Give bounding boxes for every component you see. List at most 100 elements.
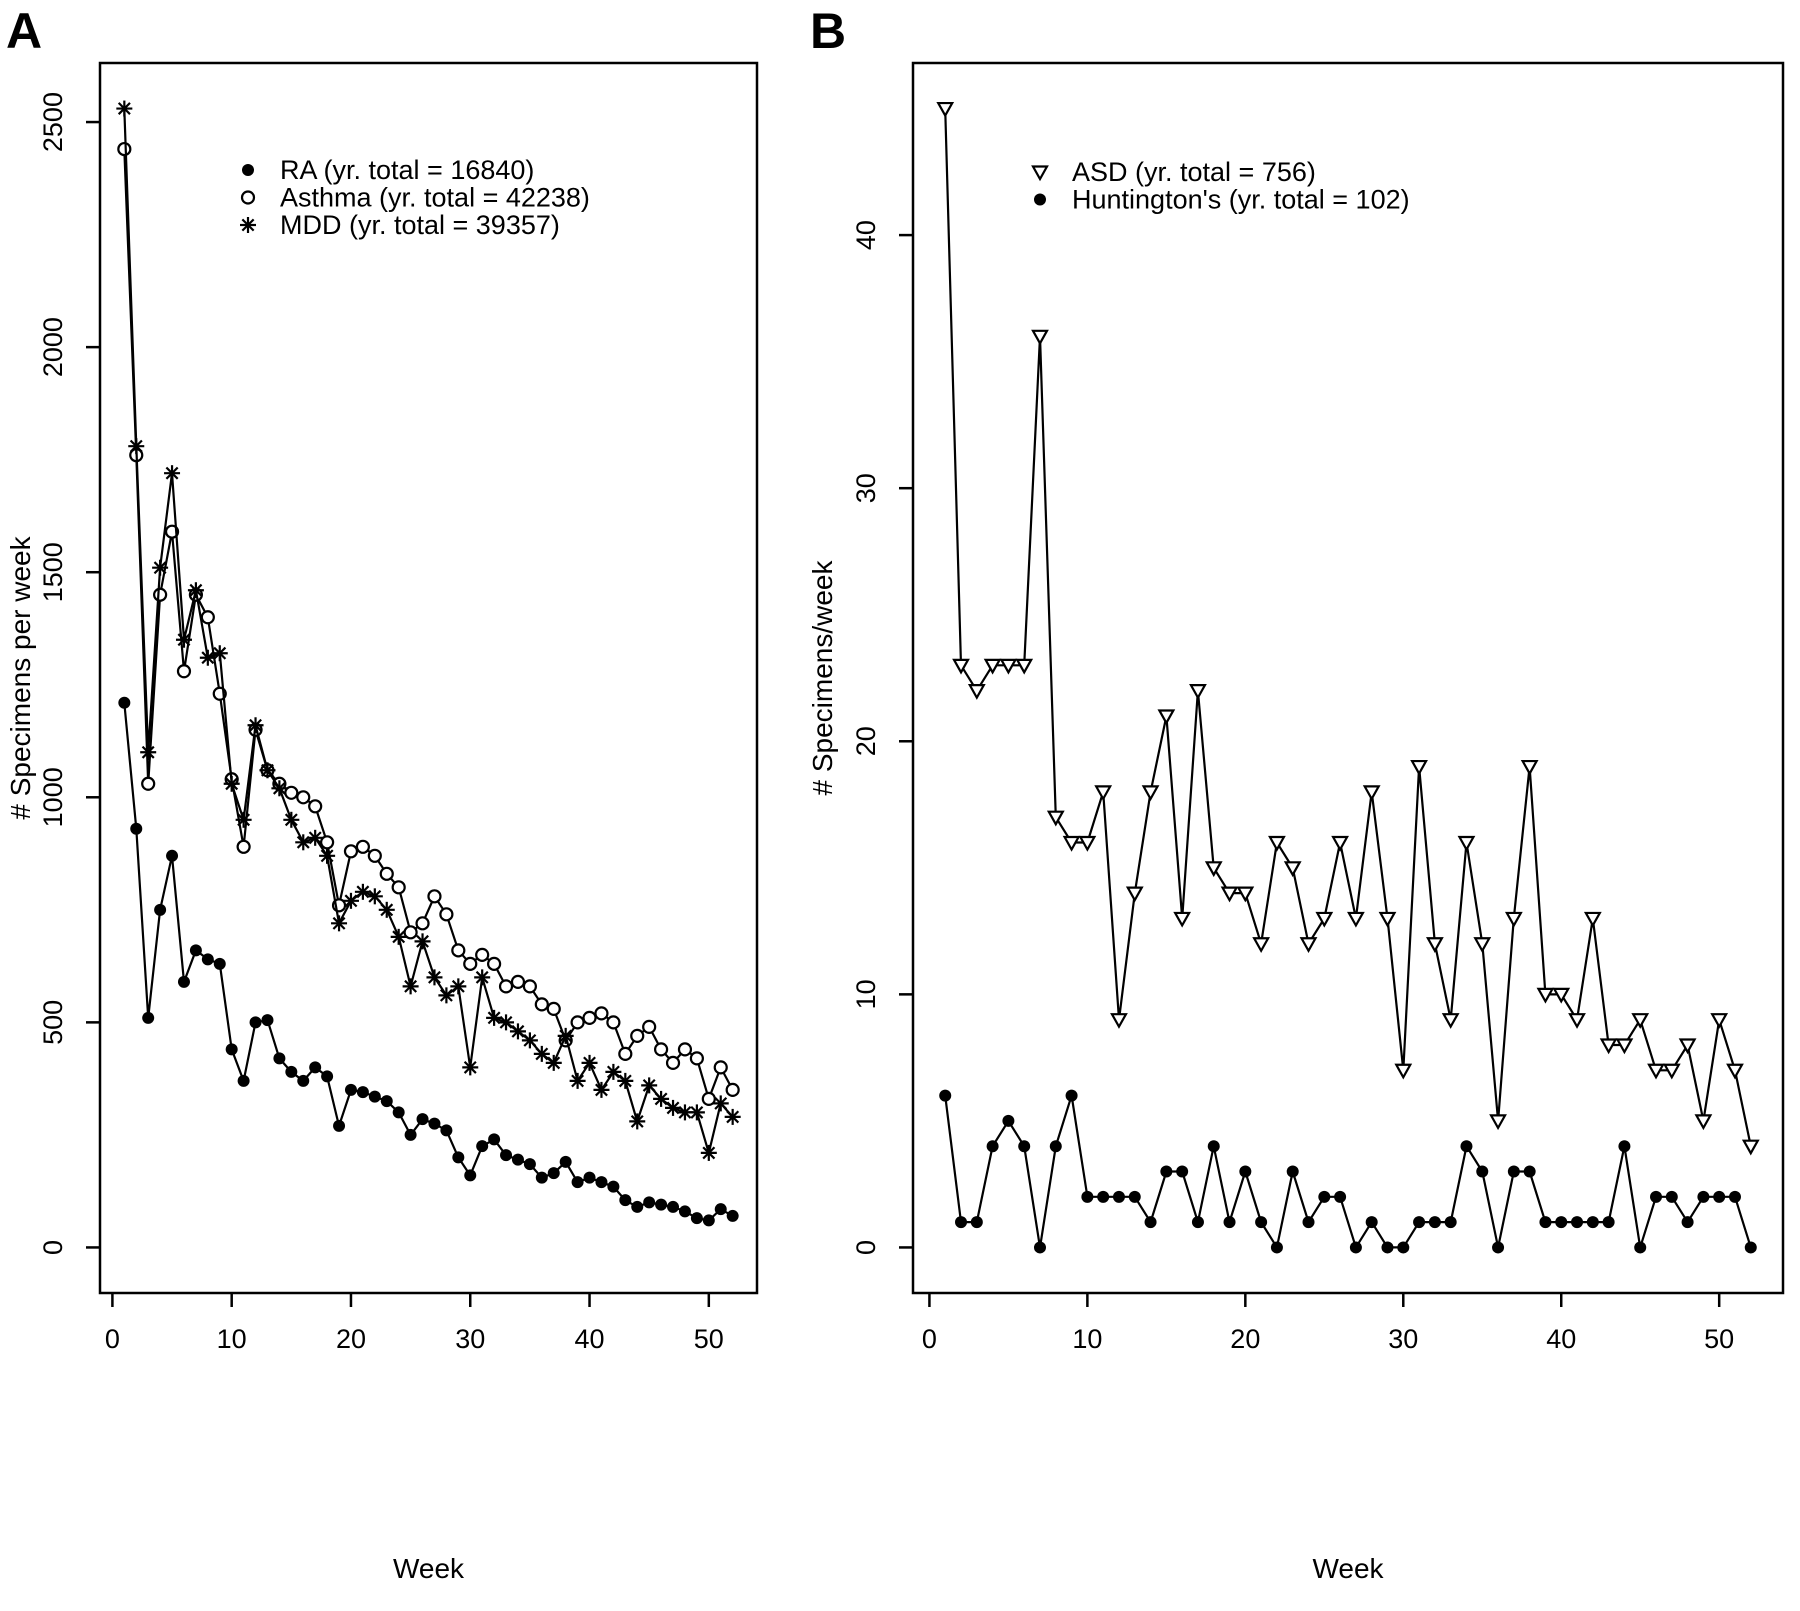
x-tick-label: 10: [217, 1324, 247, 1354]
marker-open-triangle-down: [1078, 835, 1097, 852]
marker-open-triangle-down: [1520, 759, 1539, 776]
x-tick-label: 40: [1546, 1324, 1576, 1354]
marker-open-triangle-down: [967, 684, 986, 700]
legend-label: MDD (yr. total = 39357): [280, 210, 560, 240]
marker-asterisk: [438, 987, 455, 1004]
marker-open-triangle-down: [1741, 1139, 1760, 1156]
marker-filled-circle: [595, 1176, 608, 1189]
marker-asterisk: [366, 888, 383, 905]
marker-open-triangle-down: [1236, 886, 1255, 903]
y-tick-label: 40: [851, 220, 881, 250]
x-tick-label: 30: [455, 1324, 485, 1354]
marker-asterisk: [319, 847, 336, 864]
marker-filled-circle: [249, 1016, 262, 1029]
marker-open-triangle-down: [1204, 861, 1223, 878]
marker-asterisk: [128, 438, 145, 455]
marker-filled-circle: [1065, 1089, 1078, 1102]
marker-asterisk: [641, 1077, 658, 1094]
marker-open-triangle-down: [1568, 1013, 1586, 1029]
marker-open-circle: [498, 979, 514, 994]
x-tick-label: 20: [336, 1324, 366, 1354]
marker-filled-circle: [511, 1153, 524, 1166]
marker-open-triangle-down: [1141, 785, 1160, 802]
marker-asterisk: [617, 1072, 634, 1089]
marker-filled-circle: [1207, 1140, 1220, 1153]
y-tick-label: 20: [851, 726, 881, 756]
marker-filled-circle: [1713, 1190, 1726, 1203]
marker-filled-circle: [571, 1176, 584, 1189]
marker-open-triangle-down: [1504, 911, 1523, 928]
series-line: [123, 108, 734, 1158]
marker-asterisk: [557, 1027, 574, 1044]
marker-open-circle: [665, 1055, 681, 1070]
marker-open-circle: [141, 776, 156, 791]
legend-label: ASD (yr. total = 756): [1072, 157, 1316, 187]
marker-open-triangle-down: [1410, 759, 1428, 776]
marker-filled-circle: [1413, 1216, 1426, 1229]
legend-label: Asthma (yr. total = 42238): [280, 183, 590, 213]
marker-asterisk: [426, 969, 443, 986]
marker-filled-circle: [297, 1074, 310, 1087]
marker-open-triangle-down: [1046, 810, 1065, 827]
marker-filled-circle: [583, 1171, 596, 1184]
marker-filled-circle: [1128, 1190, 1141, 1203]
marker-open-circle: [391, 880, 406, 895]
y-tick-label: 0: [851, 1240, 881, 1255]
marker-open-circle: [510, 974, 526, 989]
marker-filled-circle: [1728, 1190, 1741, 1203]
marker-filled-circle: [1033, 1241, 1046, 1254]
marker-filled-circle: [368, 1090, 381, 1103]
marker-open-triangle-down: [1678, 1038, 1697, 1055]
marker-filled-circle: [1523, 1165, 1536, 1178]
marker-asterisk: [271, 780, 288, 797]
marker-filled-circle: [225, 1043, 238, 1056]
marker-filled-circle: [970, 1216, 983, 1229]
marker-asterisk: [414, 933, 431, 950]
x-tick-label: 50: [1704, 1324, 1734, 1354]
marker-open-triangle-down: [1347, 911, 1365, 928]
marker-filled-circle: [1018, 1140, 1031, 1153]
marker-open-triangle-down: [936, 101, 955, 118]
marker-asterisk: [545, 1054, 562, 1071]
marker-asterisk: [605, 1063, 622, 1080]
x-tick-label: 40: [575, 1324, 605, 1354]
marker-asterisk: [331, 915, 348, 932]
marker-open-circle: [570, 1015, 585, 1030]
marker-filled-circle: [986, 1140, 999, 1153]
marker-open-circle: [606, 1015, 621, 1030]
marker-open-triangle-down: [1457, 835, 1476, 852]
y-tick-label: 10: [851, 979, 881, 1009]
marker-filled-circle: [726, 1209, 739, 1222]
marker-filled-circle: [1270, 1241, 1283, 1254]
marker-filled-circle: [380, 1095, 393, 1108]
marker-filled-circle: [488, 1133, 501, 1146]
marker-filled-circle: [118, 696, 131, 709]
marker-open-triangle-down: [1252, 937, 1271, 953]
marker-filled-circle: [547, 1167, 560, 1180]
marker-open-circle: [487, 956, 502, 971]
marker-asterisk: [533, 1045, 550, 1062]
marker-filled-circle: [309, 1061, 322, 1074]
marker-open-triangle-down: [1425, 937, 1444, 953]
x-tick-label: 10: [1072, 1324, 1102, 1354]
marker-asterisk: [665, 1099, 682, 1116]
marker-open-circle: [427, 889, 442, 904]
marker-filled-circle: [356, 1086, 369, 1099]
marker-filled-circle: [1255, 1216, 1268, 1229]
marker-filled-circle: [643, 1196, 656, 1209]
marker-asterisk: [240, 217, 256, 233]
marker-filled-circle: [1428, 1216, 1441, 1229]
marker-asterisk: [378, 901, 395, 918]
series-RA: [118, 696, 739, 1227]
marker-open-triangle-down: [1283, 861, 1302, 878]
series-line: [123, 702, 734, 1222]
marker-open-triangle-down: [983, 658, 1002, 675]
marker-filled-circle: [1571, 1216, 1584, 1229]
marker-filled-circle: [1302, 1216, 1315, 1229]
marker-asterisk: [688, 1104, 705, 1121]
marker-filled-circle: [166, 849, 179, 862]
marker-open-triangle-down: [1441, 1013, 1460, 1029]
marker-open-triangle-down: [1015, 658, 1034, 675]
marker-filled-circle: [1318, 1190, 1331, 1203]
